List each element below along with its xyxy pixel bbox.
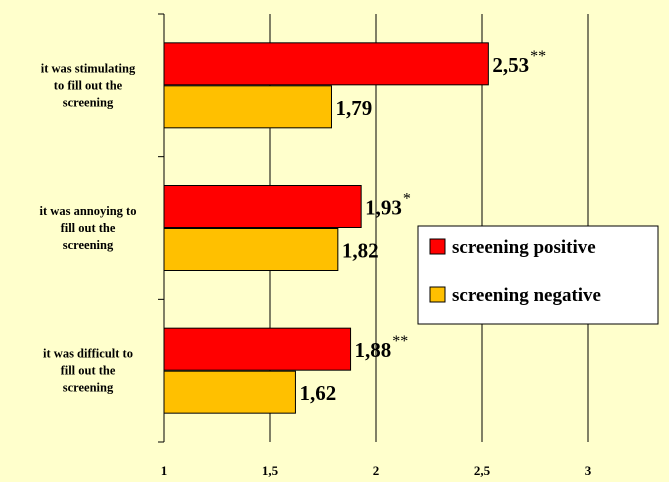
category-label-line: it was difficult to bbox=[43, 347, 133, 361]
significance-marker: * bbox=[403, 191, 411, 208]
data-label: 1,62 bbox=[299, 381, 336, 405]
category-label-line: fill out the bbox=[61, 364, 116, 378]
data-label: 1,82 bbox=[342, 239, 379, 263]
category-label-line: it was stimulating bbox=[41, 61, 136, 75]
bar bbox=[163, 228, 339, 271]
bars bbox=[163, 42, 489, 414]
legend: screening positive screening negative bbox=[417, 225, 659, 325]
x-tick-label: 3 bbox=[585, 463, 592, 478]
category-label-line: to fill out the bbox=[54, 78, 123, 92]
significance-marker: ** bbox=[530, 48, 546, 65]
bar bbox=[163, 185, 362, 228]
category-label: it was difficult to fill out the screening bbox=[43, 347, 133, 395]
significance-marker: ** bbox=[392, 333, 408, 350]
category-label-line: screening bbox=[63, 381, 114, 395]
bar bbox=[163, 85, 332, 129]
x-tick-label: 1 bbox=[161, 463, 168, 478]
legend-swatch bbox=[429, 238, 446, 255]
legend-swatch bbox=[429, 286, 446, 303]
x-tick-label: 2 bbox=[373, 463, 380, 478]
bar bbox=[163, 370, 296, 414]
data-label: 1,88 bbox=[355, 338, 392, 362]
category-label: it was stimulating to fill out the screeni… bbox=[41, 61, 136, 109]
category-label-line: fill out the bbox=[61, 221, 116, 235]
category-label-line: screening bbox=[63, 95, 114, 109]
data-label: 1,79 bbox=[335, 96, 372, 120]
legend-label: screening negative bbox=[452, 285, 601, 306]
x-tick-label: 2,5 bbox=[474, 463, 491, 478]
legend-box bbox=[417, 225, 659, 325]
axes bbox=[158, 13, 165, 443]
bar bbox=[163, 42, 489, 86]
data-label: 1,93 bbox=[365, 196, 402, 220]
bar bbox=[163, 327, 352, 371]
category-label-line: it was annoying to bbox=[40, 204, 137, 218]
data-label: 2,53 bbox=[492, 53, 529, 77]
x-tick-label: 1,5 bbox=[262, 463, 279, 478]
legend-label: screening positive bbox=[452, 237, 596, 258]
category-label: it was annoying to fill out the screening bbox=[40, 204, 137, 252]
category-label-line: screening bbox=[63, 238, 114, 252]
